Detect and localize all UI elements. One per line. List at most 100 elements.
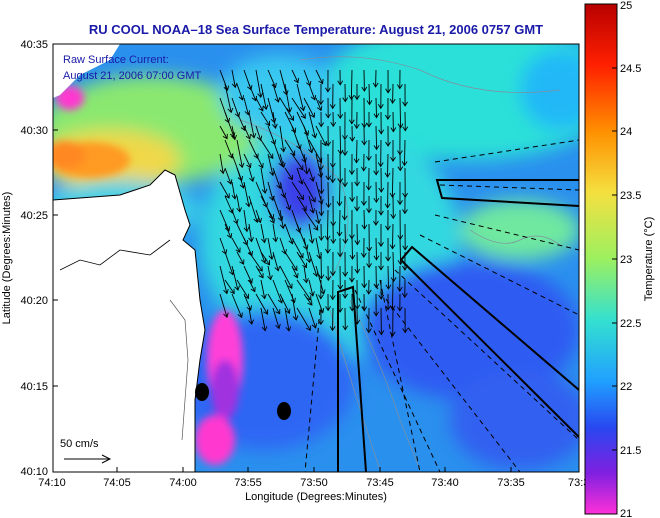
current-vector (284, 195, 291, 210)
current-vector (296, 167, 303, 185)
current-vector (255, 209, 261, 223)
current-vector-head (378, 129, 385, 135)
legend-line-2: August 21, 2006 07:00 GMT (63, 70, 201, 82)
current-vector-head (342, 150, 348, 157)
current-vector-head (354, 206, 360, 212)
current-vector-head (253, 217, 259, 224)
current-vector-head (318, 78, 324, 85)
current-vector-head (329, 326, 336, 332)
current-vector-head (292, 315, 299, 321)
current-vector-head (293, 77, 299, 84)
current-vector (375, 125, 378, 150)
current-vector (272, 195, 283, 221)
current-vector (320, 167, 322, 194)
current-vector-head (281, 249, 287, 255)
x-axis: 74:10 74:05 74:00 73:55 73:50 73:45 73:4… (38, 467, 589, 503)
current-vector-head (330, 271, 336, 277)
current-vector (260, 307, 266, 331)
current-vector (248, 167, 254, 182)
current-vector-head (373, 145, 380, 151)
current-vector (255, 125, 262, 141)
current-vector-head (402, 101, 408, 107)
current-vector-head (342, 271, 349, 277)
current-vector (231, 69, 236, 88)
current-vector-head (287, 174, 293, 181)
current-vector-head (378, 242, 384, 248)
current-vector-head (285, 326, 292, 332)
current-vector (272, 251, 279, 271)
current-vector-head (265, 120, 271, 127)
current-vector-head (329, 295, 336, 301)
current-vector-head (397, 306, 403, 312)
current-vector-head (269, 170, 275, 177)
current-vector-head (325, 202, 332, 209)
current-vector-head (308, 238, 315, 244)
current-vector (315, 237, 321, 259)
current-vector (267, 181, 274, 201)
current-vector-head (291, 127, 297, 134)
current-vector (284, 223, 293, 244)
current-vector-head (349, 277, 355, 283)
current-vector-head (257, 92, 264, 99)
current-vector (308, 307, 317, 329)
current-vector-head (229, 288, 235, 295)
current-vector-head (349, 254, 356, 260)
current-vector-head (366, 122, 372, 128)
current-vector-head (318, 122, 325, 128)
current-vector-head (244, 110, 251, 116)
current-vector-head (401, 293, 408, 299)
current-vector (296, 307, 311, 331)
current-vector-head (249, 176, 255, 183)
x-tick-label: 73:35 (497, 477, 525, 489)
current-vector-head (348, 95, 355, 101)
current-vector (243, 293, 252, 311)
current-vector (308, 195, 314, 213)
current-vector-head (268, 254, 275, 261)
current-vector (260, 279, 266, 299)
current-vector (291, 181, 304, 200)
y-axis-label: Latitude (Degrees:Minutes) (1, 192, 13, 325)
current-vector-head (272, 237, 279, 243)
current-vector-head (306, 295, 312, 301)
current-vector-head (349, 170, 355, 176)
current-vector-head (354, 268, 361, 274)
current-vector-head (258, 106, 264, 112)
current-vector (231, 237, 241, 253)
current-vector (260, 83, 267, 110)
current-vector (224, 83, 232, 113)
current-vector-head (373, 113, 380, 119)
current-vector-head (342, 293, 348, 299)
current-vector (272, 83, 279, 103)
current-vector (387, 153, 389, 178)
current-vector (279, 69, 288, 95)
scale-arrow (64, 454, 112, 464)
current-vector-head (268, 214, 275, 220)
current-vector-head (309, 176, 315, 183)
current-vector-head (275, 323, 281, 330)
current-vector (243, 237, 253, 256)
current-vector-head (290, 297, 296, 304)
current-vector-head (268, 153, 274, 160)
current-vector-head (228, 208, 234, 214)
current-vector-head (373, 283, 380, 289)
current-vector (219, 209, 230, 232)
current-vector-head (310, 197, 316, 203)
current-vector-head (354, 95, 360, 101)
current-vector-head (342, 325, 349, 331)
current-vector (279, 153, 285, 168)
x-tick-label: 73:40 (431, 477, 459, 489)
current-vector-head (397, 200, 403, 206)
current-vector-head (250, 133, 257, 139)
current-vector-head (310, 95, 317, 101)
current-vector (284, 167, 293, 180)
current-vector (291, 237, 304, 258)
current-vector (224, 111, 235, 138)
current-vector-head (231, 134, 237, 141)
current-vector (219, 265, 228, 294)
current-vector-head (360, 252, 367, 258)
current-vector-head (240, 125, 247, 132)
current-vector-head (318, 294, 324, 300)
current-vector (303, 293, 313, 306)
current-vector (219, 69, 229, 91)
current-vector-head (233, 218, 239, 225)
